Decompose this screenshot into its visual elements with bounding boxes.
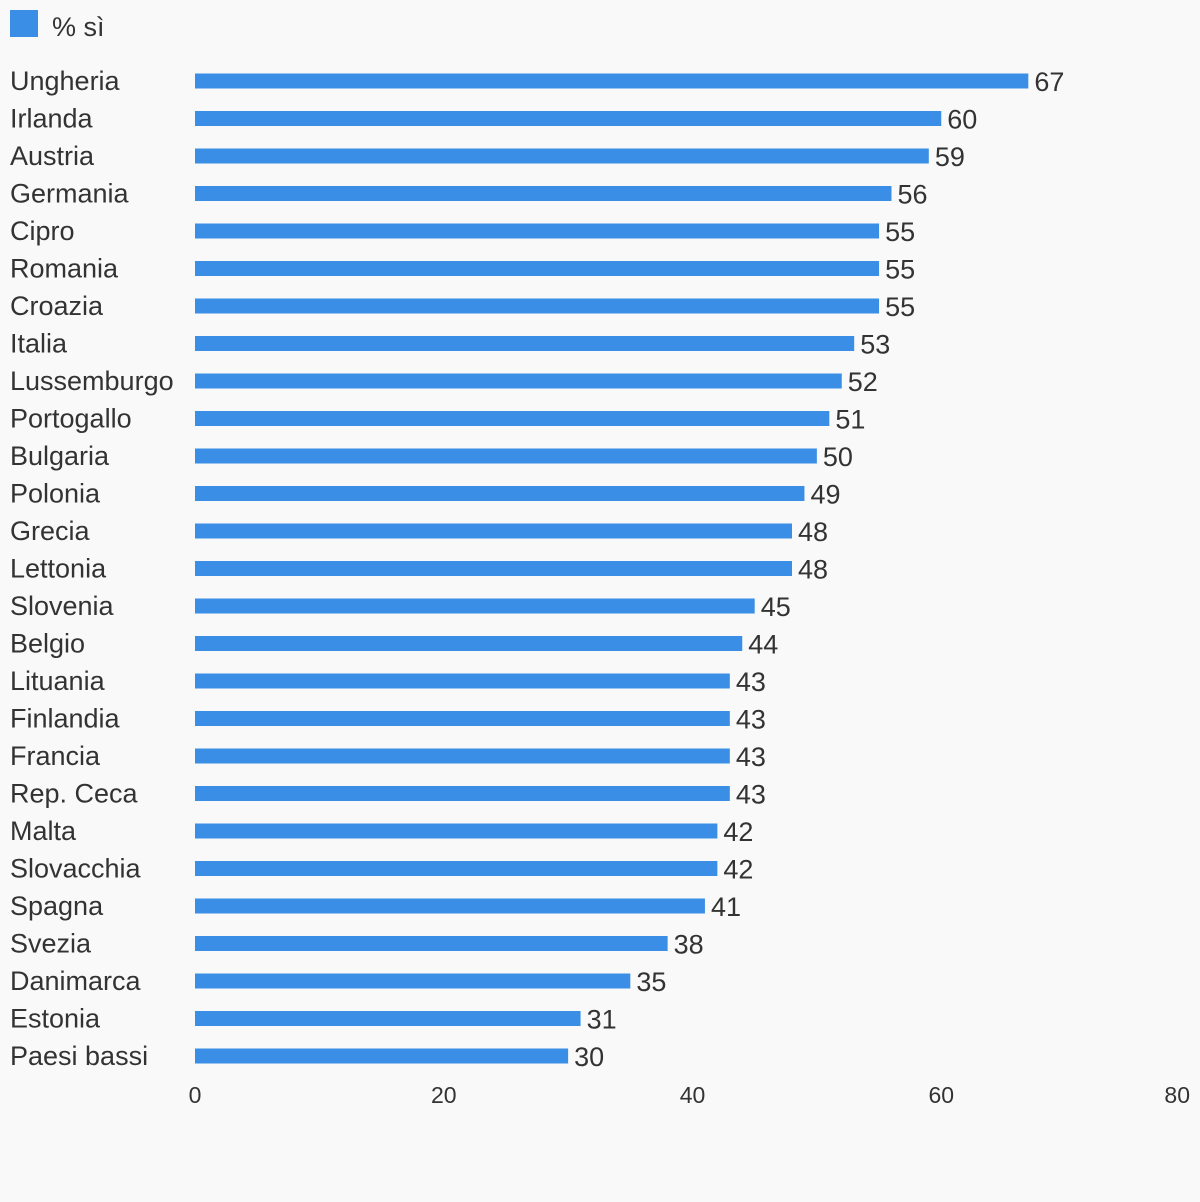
bar xyxy=(195,973,631,989)
x-tick-label: 40 xyxy=(680,1082,706,1108)
bar xyxy=(195,1048,569,1064)
category-label: Svezia xyxy=(10,929,92,959)
category-label: Austria xyxy=(10,141,95,171)
bar xyxy=(195,898,705,914)
category-label: Lussemburgo xyxy=(10,366,174,396)
value-label: 49 xyxy=(810,480,840,510)
category-label: Italia xyxy=(10,329,68,359)
bar xyxy=(195,711,730,726)
category-label: Portogallo xyxy=(10,404,132,434)
category-label: Germania xyxy=(10,179,130,209)
bar xyxy=(195,673,730,689)
value-label: 59 xyxy=(935,142,965,172)
bar xyxy=(195,298,880,314)
value-label: 30 xyxy=(574,1042,604,1072)
bar xyxy=(195,936,668,951)
legend: % sì xyxy=(10,10,105,42)
category-label: Croazia xyxy=(10,291,104,321)
category-label: Cipro xyxy=(10,216,75,246)
x-tick-label: 0 xyxy=(189,1082,202,1108)
category-label: Estonia xyxy=(10,1004,101,1034)
category-label: Lituania xyxy=(10,666,106,696)
value-label: 43 xyxy=(736,780,766,810)
category-label: Paesi bassi xyxy=(10,1041,148,1071)
category-label: Slovacchia xyxy=(10,854,142,884)
bar xyxy=(195,148,929,164)
x-tick-label: 60 xyxy=(928,1082,954,1108)
category-label: Belgio xyxy=(10,629,85,659)
category-labels: Ungheria Irlanda Austria Germania Cipro Roman… xyxy=(10,66,174,1071)
legend-swatch xyxy=(10,10,38,37)
category-label: Bulgaria xyxy=(10,441,110,471)
bar xyxy=(195,336,855,351)
category-label: Francia xyxy=(10,741,101,771)
category-label: Spagna xyxy=(10,891,104,921)
value-label: 52 xyxy=(848,367,878,397)
value-label: 67 xyxy=(1034,67,1064,97)
value-label: 31 xyxy=(587,1005,617,1035)
bar xyxy=(195,823,718,839)
value-label: 41 xyxy=(711,892,741,922)
value-label: 55 xyxy=(885,217,915,247)
value-label: 48 xyxy=(798,517,828,547)
value-label: 51 xyxy=(835,405,865,435)
category-label: Grecia xyxy=(10,516,91,546)
bar xyxy=(195,373,842,389)
value-labels: 6760595655555553525150494848454443434343… xyxy=(574,67,1064,1072)
category-label: Danimarca xyxy=(10,966,142,996)
value-label: 38 xyxy=(674,930,704,960)
value-label: 48 xyxy=(798,555,828,585)
value-label: 43 xyxy=(736,705,766,735)
value-label: 55 xyxy=(885,292,915,322)
value-label: 42 xyxy=(723,817,753,847)
value-label: 60 xyxy=(947,105,977,135)
bar xyxy=(195,186,892,201)
bar xyxy=(195,786,730,801)
value-label: 55 xyxy=(885,255,915,285)
value-label: 43 xyxy=(736,742,766,772)
x-axis: 0 20 40 60 80 xyxy=(189,1082,1190,1108)
bar xyxy=(195,1011,581,1026)
bar xyxy=(195,73,1029,89)
category-label: Polonia xyxy=(10,479,101,509)
bars xyxy=(195,73,1029,1064)
category-label: Slovenia xyxy=(10,591,115,621)
bar xyxy=(195,636,743,651)
bar xyxy=(195,261,880,276)
legend-label: % sì xyxy=(52,12,105,42)
bar xyxy=(195,561,792,576)
category-label: Romania xyxy=(10,254,119,284)
bar xyxy=(195,748,730,764)
bar xyxy=(195,411,830,426)
value-label: 44 xyxy=(748,630,778,660)
category-label: Irlanda xyxy=(10,104,94,134)
category-label: Malta xyxy=(10,816,77,846)
value-label: 53 xyxy=(860,330,890,360)
value-label: 42 xyxy=(723,855,753,885)
value-label: 35 xyxy=(636,967,666,997)
bar xyxy=(195,486,805,501)
bar xyxy=(195,223,880,239)
category-label: Rep. Ceca xyxy=(10,779,139,809)
value-label: 43 xyxy=(736,667,766,697)
value-label: 45 xyxy=(761,592,791,622)
value-label: 50 xyxy=(823,442,853,472)
category-label: Ungheria xyxy=(10,66,121,96)
category-label: Finlandia xyxy=(10,704,121,734)
category-label: Lettonia xyxy=(10,554,107,584)
bar xyxy=(195,111,942,126)
bar xyxy=(195,523,792,539)
bar xyxy=(195,448,817,464)
bar xyxy=(195,598,755,614)
bar xyxy=(195,861,718,876)
x-tick-label: 20 xyxy=(431,1082,457,1108)
value-label: 56 xyxy=(898,180,928,210)
x-tick-label: 80 xyxy=(1164,1082,1190,1108)
